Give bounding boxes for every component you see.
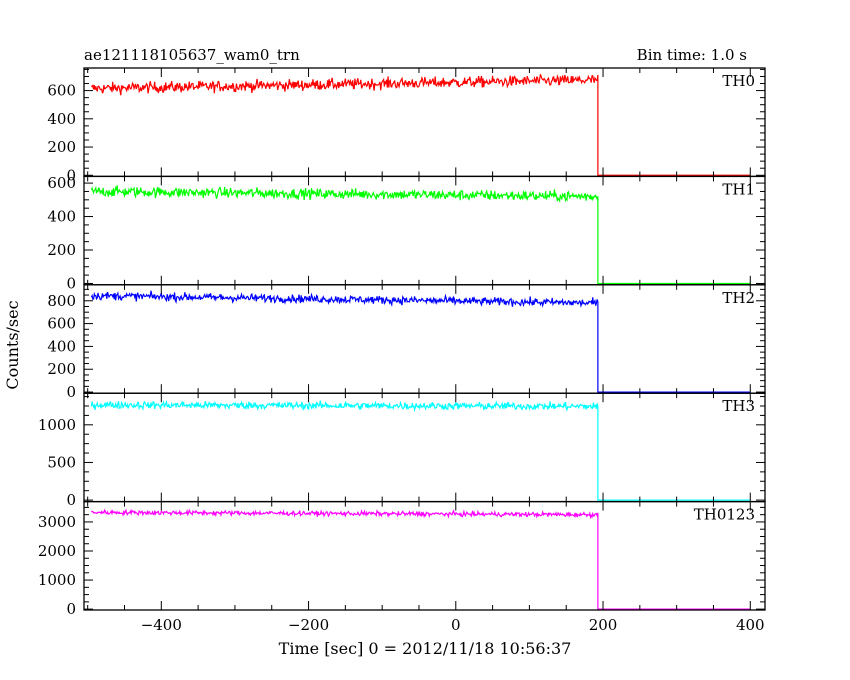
y-tick-label: 0 — [66, 600, 76, 618]
series-line-th0123 — [90, 508, 751, 610]
panel-th0123: 0 1000 2000 3000 TH0123 — [38, 500, 766, 618]
x-tick-label: 200 — [589, 616, 618, 634]
panel-th3: 0 500 1000 TH3 — [38, 392, 766, 509]
y-tick-label: 1000 — [38, 416, 76, 434]
y-tick-label: 3000 — [38, 513, 76, 531]
x-tick-label: −200 — [288, 616, 329, 634]
y-tick-label: 0 — [66, 166, 76, 184]
y-tick-label: 200 — [47, 138, 76, 156]
y-tick-label: 200 — [47, 360, 76, 378]
series-line-th1 — [90, 185, 751, 285]
bin-time-label: Bin time: 1.0 s — [637, 46, 747, 64]
panel-th0: 0 200 400 600 TH0 — [47, 67, 766, 184]
x-tick-label: −400 — [141, 616, 182, 634]
x-tick-label: 400 — [736, 616, 765, 634]
series-line-th2 — [90, 290, 751, 393]
y-tick-label: 800 — [47, 292, 76, 310]
y-tick-label: 200 — [47, 241, 76, 259]
y-tick-label: 600 — [47, 174, 76, 192]
x-axis-label: Time [sec] 0 = 2012/11/18 10:56:37 — [279, 639, 572, 658]
series-label-th1: TH1 — [722, 180, 755, 198]
series-label-th0: TH0 — [722, 72, 755, 90]
y-tick-label: 400 — [47, 110, 76, 128]
y-tick-label: 1000 — [38, 571, 76, 589]
y-tick-label: 0 — [66, 383, 76, 401]
y-tick-label: 0 — [66, 491, 76, 509]
y-axis-label: Counts/sec — [3, 300, 22, 389]
series-line-th0 — [90, 74, 751, 176]
x-tick-label: 0 — [451, 616, 461, 634]
y-tick-label: 500 — [47, 453, 76, 471]
y-tick-label: 600 — [47, 315, 76, 333]
series-label-th0123: TH0123 — [694, 506, 755, 524]
series-label-th3: TH3 — [722, 397, 755, 415]
series-label-th2: TH2 — [722, 289, 755, 307]
y-tick-label: 400 — [47, 337, 76, 355]
panel-th1: 0 200 400 600 TH1 — [47, 174, 766, 292]
series-line-th3 — [90, 399, 751, 501]
y-tick-label: 0 — [66, 274, 76, 292]
y-tick-label: 400 — [47, 208, 76, 226]
y-tick-label: 2000 — [38, 542, 76, 560]
panels-group: 0 200 400 600 TH0 0 200 400 600 TH1 0 200 400 600 800 T… — [38, 67, 766, 618]
panel-frame — [83, 500, 766, 611]
panel-frame — [83, 392, 766, 503]
y-tick-label: 600 — [47, 82, 76, 100]
x-axis: −400 −200 0 200 400 — [141, 616, 765, 634]
chart-title: ae121118105637_wam0_trn — [84, 46, 300, 64]
panel-th2: 0 200 400 600 800 TH2 — [47, 284, 766, 401]
